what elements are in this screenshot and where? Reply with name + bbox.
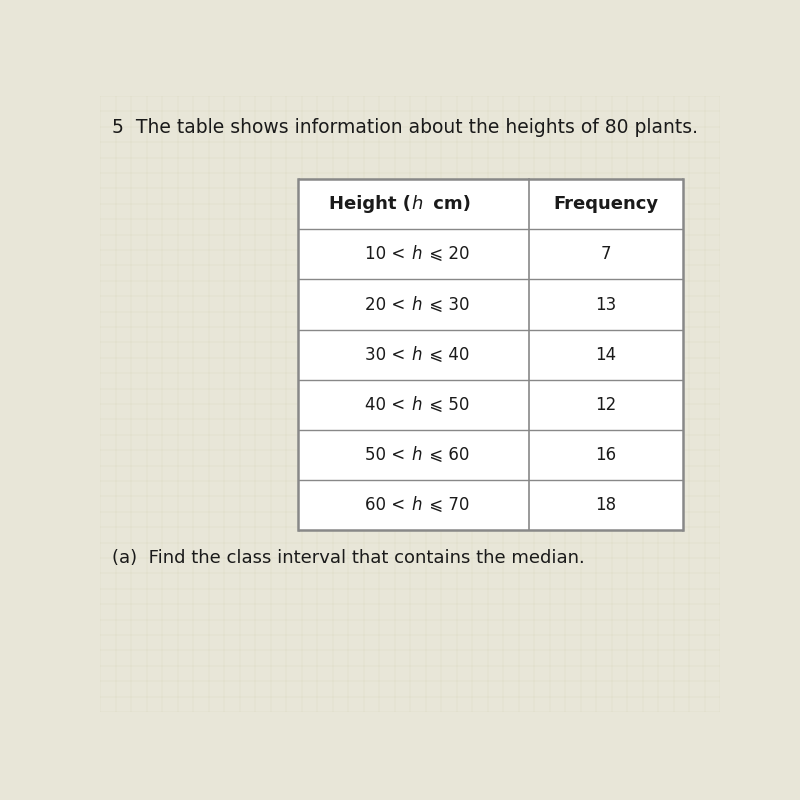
Bar xyxy=(298,179,682,530)
Text: $\mathit{h}$: $\mathit{h}$ xyxy=(410,446,422,464)
Text: $\mathit{h}$: $\mathit{h}$ xyxy=(410,396,422,414)
Text: $\mathit{h}$: $\mathit{h}$ xyxy=(410,246,422,263)
Text: 20 <: 20 < xyxy=(365,295,410,314)
Text: ⩽ 50: ⩽ 50 xyxy=(424,396,469,414)
Text: 13: 13 xyxy=(595,295,617,314)
Text: $\mathbf{\mathit{h}}$: $\mathbf{\mathit{h}}$ xyxy=(410,195,423,214)
Text: Frequency: Frequency xyxy=(554,195,658,214)
Text: (a)  Find the class interval that contains the median.: (a) Find the class interval that contain… xyxy=(112,549,585,566)
Text: 50 <: 50 < xyxy=(365,446,410,464)
Text: $\mathit{h}$: $\mathit{h}$ xyxy=(410,295,422,314)
Text: Height (: Height ( xyxy=(329,195,410,214)
Text: 30 <: 30 < xyxy=(365,346,410,364)
Text: 60 <: 60 < xyxy=(365,496,410,514)
Text: 10 <: 10 < xyxy=(365,246,410,263)
Text: $\mathit{h}$: $\mathit{h}$ xyxy=(410,496,422,514)
Text: 7: 7 xyxy=(601,246,611,263)
Text: 40 <: 40 < xyxy=(365,396,410,414)
Text: ⩽ 40: ⩽ 40 xyxy=(424,346,469,364)
Text: ⩽ 30: ⩽ 30 xyxy=(424,295,469,314)
Text: cm): cm) xyxy=(427,195,471,214)
Text: $\mathit{h}$: $\mathit{h}$ xyxy=(410,346,422,364)
Text: 12: 12 xyxy=(595,396,617,414)
Text: ⩽ 70: ⩽ 70 xyxy=(424,496,469,514)
Text: 16: 16 xyxy=(595,446,617,464)
Text: ⩽ 20: ⩽ 20 xyxy=(424,246,469,263)
Text: 5  The table shows information about the heights of 80 plants.: 5 The table shows information about the … xyxy=(112,118,698,137)
Text: ⩽ 60: ⩽ 60 xyxy=(424,446,469,464)
Text: 14: 14 xyxy=(595,346,617,364)
Text: 18: 18 xyxy=(595,496,617,514)
